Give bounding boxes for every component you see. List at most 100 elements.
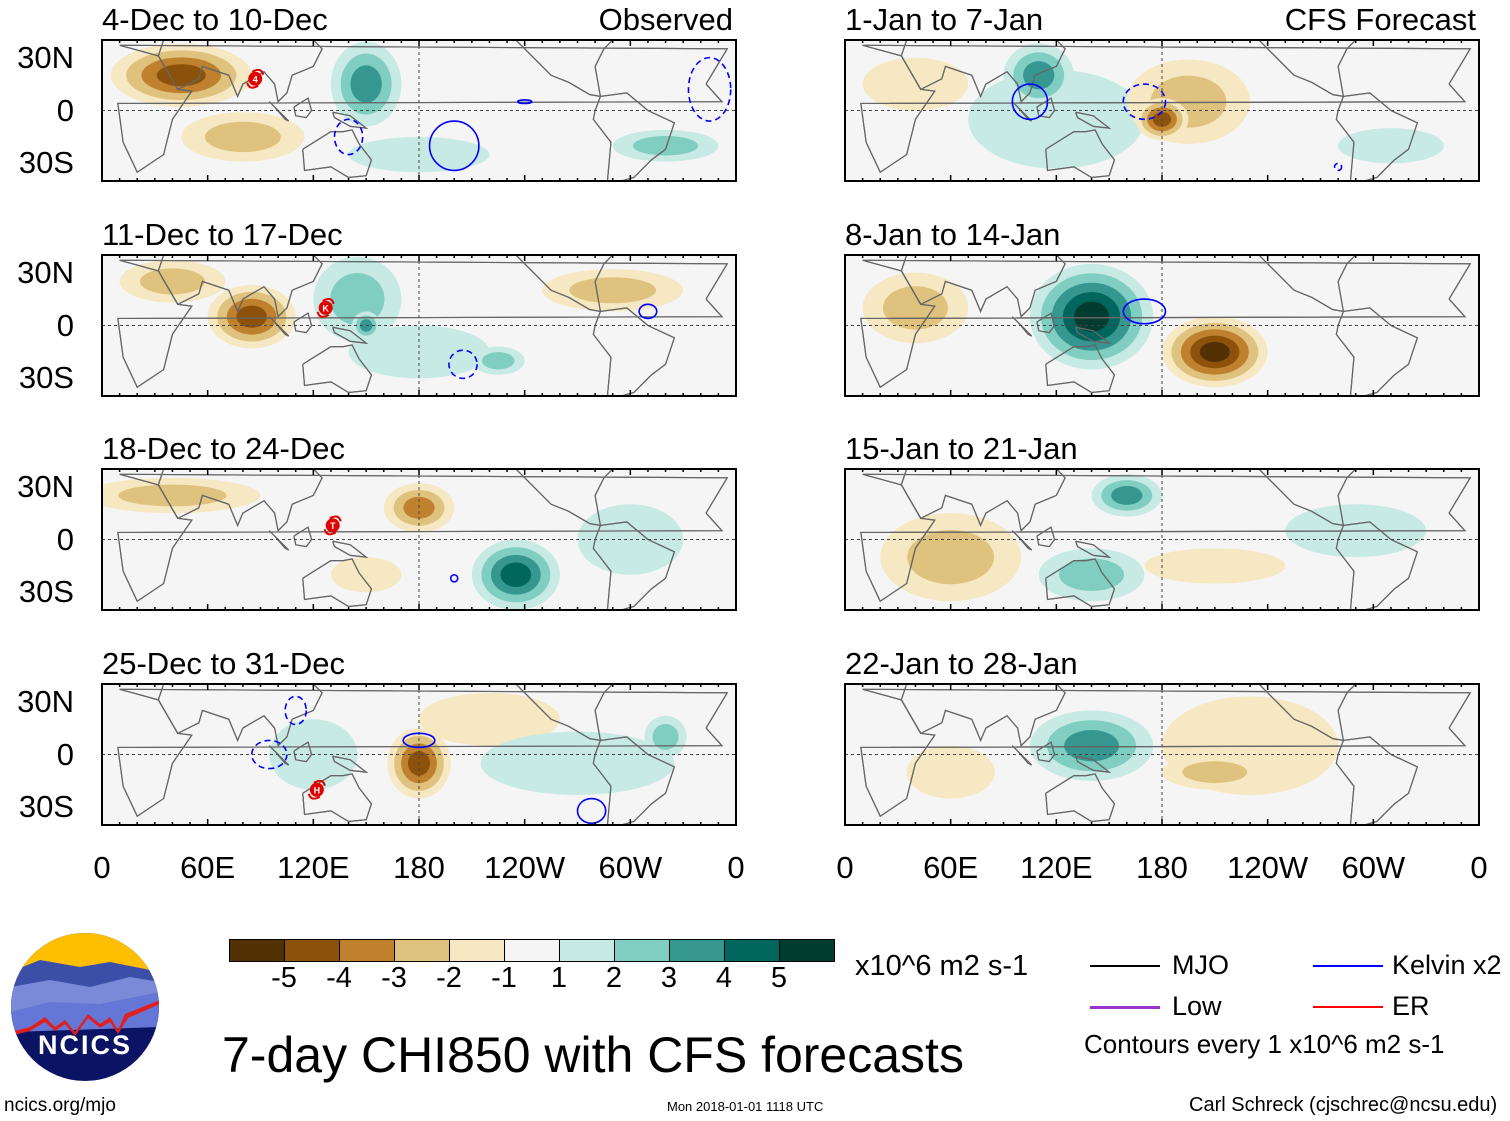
positive-anomaly-contour (500, 562, 532, 588)
x-tick-label: 60E (923, 850, 979, 885)
colorbar-label: 2 (605, 962, 623, 994)
negative-anomaly-contour (906, 745, 995, 799)
kelvin-contour (448, 349, 478, 380)
positive-anomaly-contour (481, 352, 515, 370)
coastline (1036, 312, 1056, 334)
negative-anomaly-contour (419, 692, 560, 746)
negative-anomaly-contour (118, 484, 227, 507)
coastline (1045, 558, 1116, 608)
map-panel (844, 254, 1480, 397)
y-tick-label: 30N (17, 468, 74, 504)
cyclone-label: 4 (253, 74, 258, 84)
negative-anomaly-contour (236, 305, 268, 328)
coastline (1075, 540, 1112, 558)
legend-line-mjo (1090, 965, 1160, 967)
map-panel (844, 39, 1480, 182)
map-panel: H (101, 683, 737, 826)
kelvin-contour (687, 56, 732, 122)
colorbar-swatch (780, 940, 834, 961)
legend-kelvin: Kelvin x2 (1392, 950, 1502, 980)
colorbar-swatch (560, 940, 615, 961)
positive-anomaly-contour (1059, 558, 1125, 592)
kelvin-contour (449, 573, 459, 583)
colorbar-swatch (450, 940, 505, 961)
colorbar-label: 1 (550, 962, 568, 994)
positive-anomaly-contour (1111, 486, 1143, 505)
negative-anomaly-contour (882, 286, 948, 330)
x-tick-label: 0 (836, 850, 854, 885)
cyclone-label: H (314, 785, 321, 795)
x-tick-label: 120E (1020, 850, 1093, 885)
coastline (1335, 736, 1419, 825)
logo-text: NCICS (38, 1030, 132, 1060)
contour-note: Contours every 1 x10^6 m2 s-1 (1084, 1029, 1445, 1059)
colorbar-label: -1 (491, 962, 517, 994)
x-tick-label: 60W (1341, 850, 1406, 885)
kelvin-contour (1122, 83, 1167, 121)
negative-anomaly-contour (156, 64, 206, 87)
coastline (332, 755, 369, 773)
kelvin-contour (402, 732, 436, 749)
coastline (515, 684, 614, 742)
positive-anomaly-contour (330, 273, 385, 326)
panel-title: 1-Jan to 7-Jan (845, 2, 1044, 37)
tropical-cyclone-icon: 4 (246, 68, 265, 89)
kelvin-contour (516, 99, 533, 105)
coastline (268, 530, 290, 551)
coastline (860, 44, 1472, 174)
panel-source-tag: CFS Forecast (1284, 2, 1476, 37)
coastline (1335, 92, 1419, 181)
coastline (332, 326, 369, 344)
panel-title: 25-Dec to 31-Dec (102, 646, 345, 681)
coastline (1045, 129, 1116, 179)
negative-anomaly-contour (1144, 548, 1286, 584)
coastline (860, 473, 1472, 603)
tropical-cyclone-icon: H (307, 779, 326, 800)
y-tick-label: 0 (56, 92, 74, 128)
kelvin-contour (576, 797, 607, 825)
coastline (1258, 684, 1357, 742)
coastline (302, 558, 373, 608)
y-tick-label: 30S (18, 145, 74, 181)
colorbar-swatch (340, 940, 395, 961)
coastline (332, 540, 369, 558)
coastline (293, 312, 313, 334)
coastline (860, 259, 1472, 389)
coastline (1335, 307, 1419, 396)
positive-anomaly-contour (350, 65, 382, 103)
panel-title: 4-Dec to 10-Dec (102, 2, 328, 37)
coastline (117, 688, 729, 818)
colorbar-swatch (725, 940, 780, 961)
legend-mjo: MJO (1172, 950, 1229, 980)
map-panel: T (101, 468, 737, 611)
coastline (1075, 326, 1112, 344)
negative-anomaly-contour (330, 557, 402, 593)
coastline (1011, 745, 1033, 766)
panel-title: 11-Dec to 17-Dec (102, 217, 343, 252)
coastline (117, 44, 729, 174)
coastline (1045, 344, 1116, 394)
timestamp: Mon 2018-01-01 1118 UTC (667, 1099, 824, 1114)
y-tick-label: 30N (17, 254, 74, 290)
website-link[interactable]: ncics.org/mjo (4, 1095, 116, 1116)
panel-title: 18-Dec to 24-Dec (102, 431, 345, 466)
panel-title: 15-Jan to 21-Jan (845, 431, 1078, 466)
y-tick-label: 0 (56, 521, 74, 557)
coastline (293, 741, 313, 763)
kelvin-contour (284, 695, 308, 726)
coastline (1075, 111, 1112, 129)
panel-source-tag: Observed (598, 2, 733, 37)
coastline (293, 526, 313, 548)
legend-line-kelvin (1313, 965, 1383, 967)
coastline (332, 111, 369, 129)
legend-line-low (1090, 1006, 1160, 1009)
x-tick-label: 0 (727, 850, 745, 885)
cyclone-label: K (322, 303, 329, 313)
colorbar-units: x10^6 m2 s-1 (855, 950, 1029, 982)
coastline (860, 688, 1472, 818)
coastline (1011, 316, 1033, 337)
coastline (1258, 255, 1357, 313)
kelvin-contour (638, 303, 658, 320)
negative-anomaly-contour (1182, 761, 1248, 783)
kelvin-contour (250, 739, 288, 770)
